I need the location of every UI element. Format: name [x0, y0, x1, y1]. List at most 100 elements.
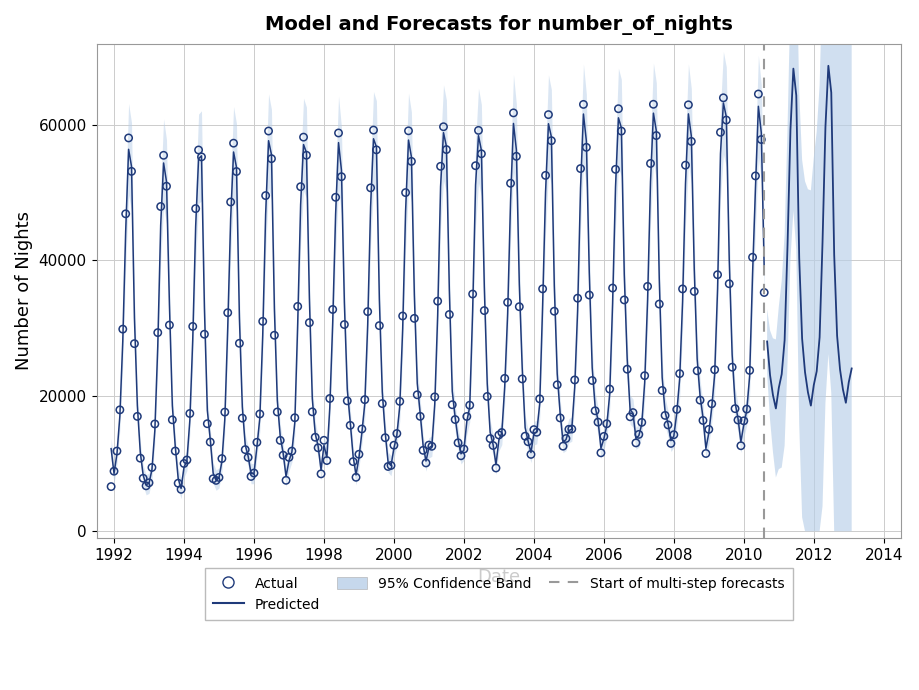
Point [319, 455, 334, 466]
Point [721, 278, 736, 289]
Point [159, 181, 174, 192]
Point [528, 426, 543, 437]
Point [153, 201, 168, 212]
Point [301, 317, 316, 328]
Point [371, 320, 386, 331]
Point [567, 375, 582, 386]
Point [628, 437, 642, 448]
Point [284, 446, 299, 457]
Point [523, 449, 538, 460]
Point [491, 429, 505, 440]
Legend: Actual, Predicted, 95% Confidence Band, Start of multi-step forecasts: Actual, Predicted, 95% Confidence Band, … [204, 569, 792, 620]
Point [505, 108, 520, 119]
Point [424, 441, 438, 452]
Point [709, 269, 724, 280]
Point [369, 144, 383, 155]
Point [561, 424, 575, 435]
Point [485, 440, 500, 451]
Point [162, 319, 176, 331]
Point [136, 473, 151, 484]
Point [543, 135, 558, 146]
Point [209, 475, 223, 486]
Point [476, 305, 491, 316]
Point [445, 400, 460, 411]
Point [471, 125, 485, 136]
Point [238, 444, 253, 455]
Point [127, 338, 142, 349]
Point [517, 431, 532, 442]
Point [750, 88, 765, 99]
Point [316, 435, 331, 446]
Point [269, 406, 284, 417]
Title: Model and Forecasts for number_of_nights: Model and Forecasts for number_of_nights [265, 15, 732, 35]
Point [156, 150, 171, 161]
Point [171, 477, 186, 489]
Point [142, 477, 156, 489]
Point [252, 408, 267, 420]
Point [223, 197, 238, 208]
Point [660, 420, 675, 431]
Point [267, 330, 281, 341]
Point [730, 415, 744, 426]
Point [226, 138, 241, 149]
Point [188, 203, 203, 214]
Point [500, 297, 515, 308]
Point [249, 437, 264, 448]
Point [657, 410, 672, 421]
Point [109, 446, 124, 457]
Point [488, 462, 503, 473]
Point [494, 427, 508, 438]
Point [331, 128, 346, 139]
Point [692, 395, 707, 406]
Point [386, 440, 401, 451]
Point [648, 130, 663, 141]
Point [421, 440, 436, 451]
Point [165, 414, 179, 425]
Point [436, 121, 450, 132]
Point [695, 415, 709, 426]
Point [590, 417, 605, 428]
Point [555, 441, 570, 452]
Point [406, 313, 421, 324]
Point [520, 436, 535, 447]
Point [383, 460, 398, 471]
Point [104, 481, 119, 492]
Point [732, 440, 747, 451]
Point [427, 391, 442, 402]
Point [214, 453, 229, 464]
Point [325, 304, 340, 315]
Point [191, 144, 206, 155]
Point [147, 418, 162, 429]
Point [150, 327, 165, 338]
Point [241, 452, 255, 463]
Point [334, 171, 348, 182]
Point [182, 408, 197, 419]
Point [413, 411, 427, 422]
Point [229, 166, 244, 177]
Point [194, 151, 209, 162]
Point [683, 136, 698, 147]
Point [607, 164, 622, 175]
Point [395, 310, 410, 322]
Point [206, 473, 221, 484]
Point [348, 472, 363, 483]
Point [418, 457, 433, 469]
Point [564, 424, 579, 435]
Point [410, 389, 425, 400]
Point [622, 411, 637, 422]
Point [360, 306, 375, 317]
Point [634, 417, 649, 428]
Point [107, 466, 121, 477]
Point [511, 301, 526, 312]
Y-axis label: Number of Nights: Number of Nights [15, 211, 33, 371]
Point [357, 394, 371, 405]
Point [174, 484, 188, 495]
Point [438, 144, 453, 155]
Point [689, 365, 704, 376]
Point [139, 480, 153, 491]
Point [351, 448, 366, 460]
Point [587, 405, 602, 416]
Point [375, 398, 390, 409]
Point [747, 170, 762, 181]
Point [468, 160, 482, 171]
